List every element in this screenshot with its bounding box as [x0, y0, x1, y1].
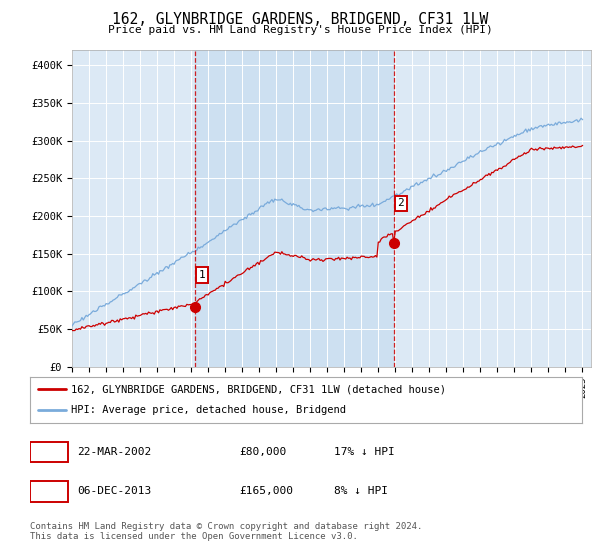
Text: £80,000: £80,000	[240, 447, 287, 457]
Text: 162, GLYNBRIDGE GARDENS, BRIDGEND, CF31 1LW: 162, GLYNBRIDGE GARDENS, BRIDGEND, CF31 …	[112, 12, 488, 27]
Text: 2: 2	[45, 484, 53, 498]
Text: 06-DEC-2013: 06-DEC-2013	[77, 486, 151, 496]
Text: 1: 1	[45, 446, 53, 459]
FancyBboxPatch shape	[30, 480, 68, 502]
Text: Price paid vs. HM Land Registry's House Price Index (HPI): Price paid vs. HM Land Registry's House …	[107, 25, 493, 35]
Bar	[195, 50, 394, 367]
FancyBboxPatch shape	[30, 442, 68, 463]
Text: 2: 2	[397, 198, 404, 208]
Text: 1: 1	[198, 270, 205, 280]
Text: 162, GLYNBRIDGE GARDENS, BRIDGEND, CF31 1LW (detached house): 162, GLYNBRIDGE GARDENS, BRIDGEND, CF31 …	[71, 384, 446, 394]
Text: £165,000: £165,000	[240, 486, 294, 496]
Text: 8% ↓ HPI: 8% ↓ HPI	[334, 486, 388, 496]
Text: HPI: Average price, detached house, Bridgend: HPI: Average price, detached house, Brid…	[71, 405, 346, 416]
Text: 22-MAR-2002: 22-MAR-2002	[77, 447, 151, 457]
Text: Contains HM Land Registry data © Crown copyright and database right 2024.
This d: Contains HM Land Registry data © Crown c…	[30, 522, 422, 542]
Text: 17% ↓ HPI: 17% ↓ HPI	[334, 447, 394, 457]
